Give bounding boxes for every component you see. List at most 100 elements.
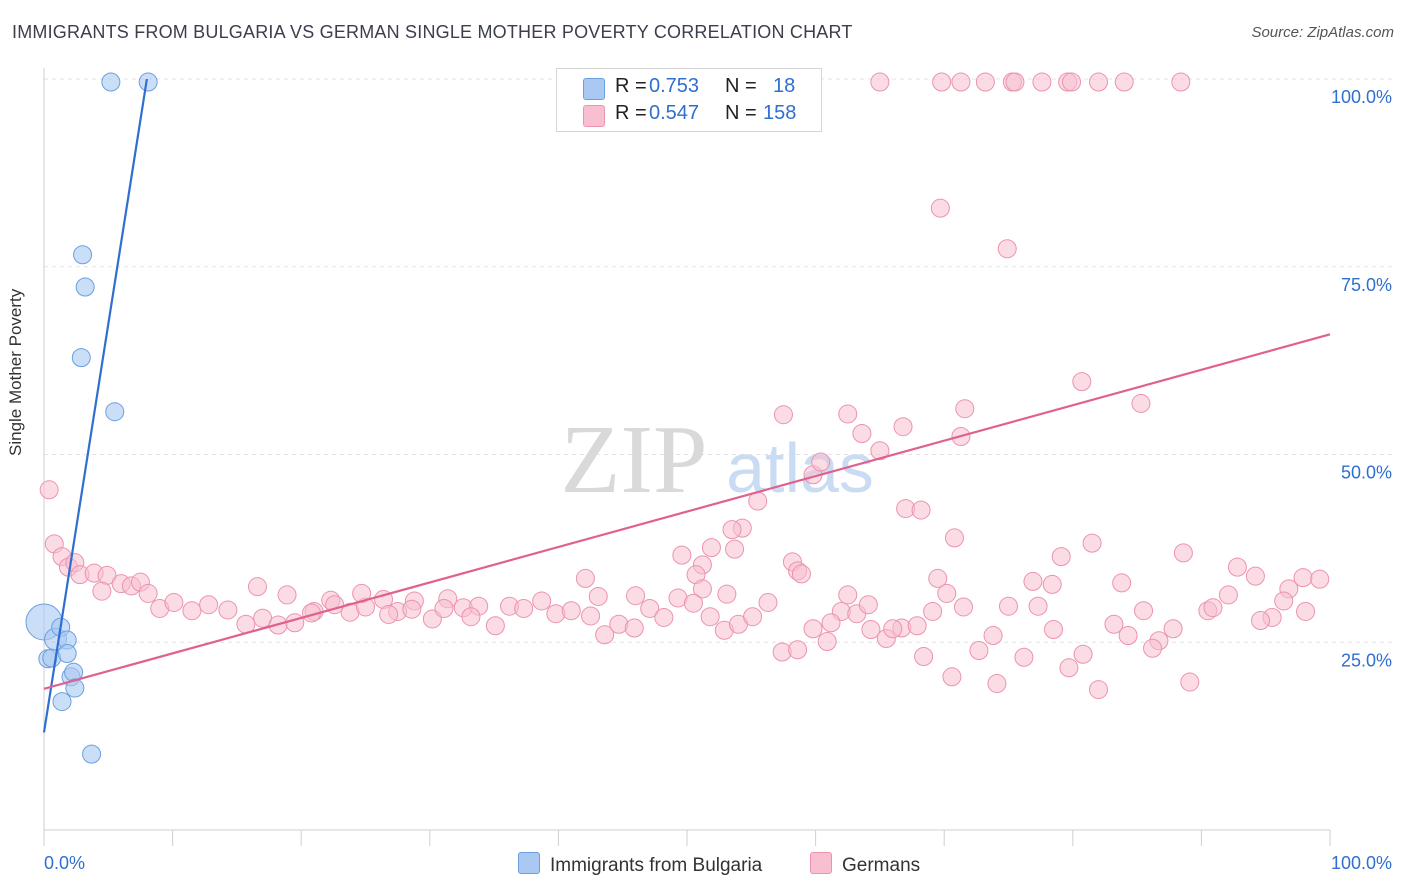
data-point-germans (39, 480, 59, 500)
data-point-germans (581, 606, 601, 626)
data-point-germans (692, 579, 712, 599)
trend-line-bulgaria (42, 78, 148, 733)
data-point-germans (717, 584, 737, 604)
data-point-germans (1227, 557, 1247, 577)
data-point-germans (955, 399, 975, 419)
data-point-germans (1251, 610, 1271, 630)
y-tick-label: 75.0% (1341, 275, 1392, 295)
data-point-germans (1014, 647, 1034, 667)
data-point-germans (914, 647, 934, 667)
data-point-germans (1112, 573, 1132, 593)
data-point-germans (1114, 72, 1134, 92)
data-point-germans (870, 441, 890, 461)
data-point-germans (1051, 547, 1071, 567)
r-value: 0.547 (649, 102, 700, 124)
data-point-germans (944, 528, 964, 548)
chart-title: IMMIGRANTS FROM BULGARIA VS GERMAN SINGL… (12, 22, 853, 42)
n-value: 158 (763, 102, 797, 124)
legend-item-bulgaria[interactable]: Immigrants from Bulgaria (518, 852, 762, 877)
data-point-germans (1082, 533, 1102, 553)
data-point-germans (942, 667, 962, 687)
data-point-bulgaria (65, 678, 85, 698)
data-point-germans (379, 604, 399, 624)
data-point-germans (1042, 574, 1062, 594)
n-label: N = (725, 102, 757, 124)
data-point-germans (1104, 614, 1124, 634)
legend-swatch-bulgaria (518, 852, 540, 874)
data-point-germans (951, 72, 971, 92)
data-point-germans (1245, 566, 1265, 586)
data-point-germans (928, 568, 948, 588)
data-point-germans (624, 618, 644, 638)
data-point-germans (975, 72, 995, 92)
data-point-germans (1274, 591, 1294, 611)
data-point-germans (218, 600, 238, 620)
germans-swatch (583, 105, 605, 127)
data-point-germans (561, 601, 581, 621)
data-point-bulgaria (82, 744, 102, 764)
data-point-germans (434, 598, 454, 618)
data-point-germans (1218, 585, 1238, 605)
data-point-germans (1118, 625, 1138, 645)
y-tick-label: 25.0% (1341, 650, 1392, 670)
data-point-germans (1131, 393, 1151, 413)
legend-label: Immigrants from Bulgaria (550, 855, 763, 876)
data-point-germans (983, 625, 1003, 645)
data-point-bulgaria (75, 277, 95, 297)
r-label: R = (615, 75, 647, 97)
data-point-germans (700, 607, 720, 627)
data-point-bulgaria (73, 245, 93, 265)
data-point-germans (911, 500, 931, 520)
data-point-germans (907, 616, 927, 636)
data-point-bulgaria (138, 72, 158, 92)
bulgaria-swatch (583, 78, 605, 100)
data-point-germans (791, 564, 811, 584)
data-point-germans (199, 595, 219, 615)
data-point-germans (92, 581, 112, 601)
data-point-germans (532, 591, 552, 611)
data-point-germans (1023, 571, 1043, 591)
data-point-germans (1072, 372, 1092, 392)
trend-line-germans (43, 333, 1331, 690)
data-point-germans (285, 613, 305, 633)
data-point-germans (247, 577, 267, 597)
data-point-germans (575, 568, 595, 588)
data-point-germans (1296, 601, 1316, 621)
data-point-germans (701, 538, 721, 558)
data-point-bulgaria (57, 644, 77, 664)
data-point-germans (1171, 72, 1191, 92)
data-point-germans (1310, 569, 1330, 589)
r-value: 0.753 (649, 75, 700, 97)
n-label: N = (725, 75, 757, 97)
data-point-germans (1143, 638, 1163, 658)
data-point-germans (999, 596, 1018, 616)
data-point-germans (546, 604, 566, 624)
data-point-germans (803, 619, 823, 639)
y-tick-label: 50.0% (1341, 463, 1392, 483)
legend-item-germans[interactable]: Germans (810, 852, 920, 877)
data-point-germans (811, 452, 831, 472)
data-point-bulgaria (101, 72, 121, 92)
stats-box: R = 0.753 N = 18 R = 0.547 N = 158 (556, 68, 822, 132)
data-point-germans (514, 598, 534, 618)
data-point-germans (138, 583, 158, 603)
data-point-germans (852, 423, 872, 443)
data-point-germans (743, 607, 763, 627)
data-point-germans (1180, 672, 1200, 692)
data-point-germans (937, 583, 957, 603)
data-point-germans (164, 592, 184, 612)
data-point-germans (758, 592, 778, 612)
data-point-germans (1293, 568, 1313, 588)
data-point-germans (277, 585, 297, 605)
legend-swatch-germans (810, 852, 832, 874)
data-point-germans (953, 597, 973, 617)
data-point-germans (883, 619, 903, 639)
data-point-germans (1089, 680, 1109, 700)
data-point-germans (683, 593, 703, 613)
data-point-germans (725, 539, 745, 559)
y-tick-label: 100.0% (1331, 87, 1392, 107)
data-point-germans (930, 198, 950, 218)
data-point-germans (932, 72, 952, 92)
data-point-germans (1032, 72, 1052, 92)
data-point-germans (969, 641, 989, 661)
